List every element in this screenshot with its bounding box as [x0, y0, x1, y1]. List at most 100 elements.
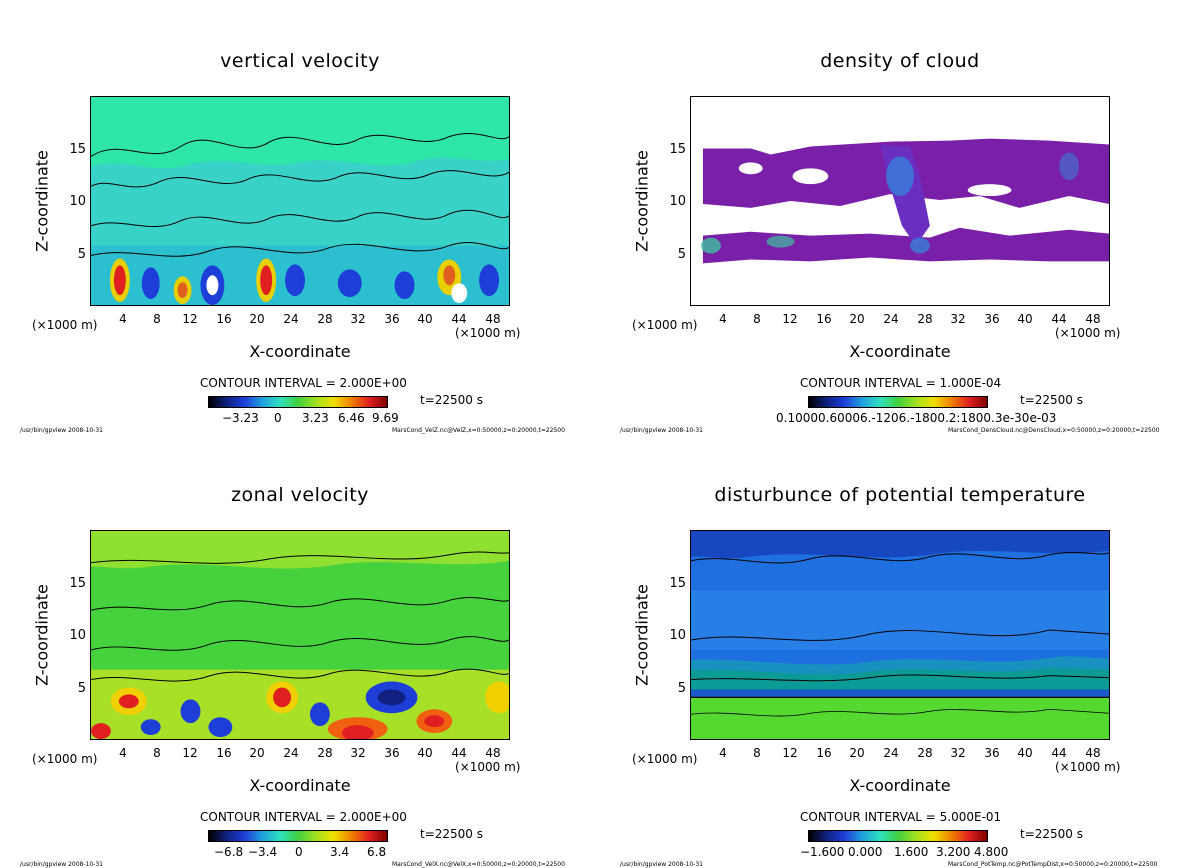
x-tick: 28 [317, 312, 333, 326]
x-tick: 48 [1085, 312, 1101, 326]
x-tick: 40 [417, 746, 433, 760]
contour-interval: CONTOUR INTERVAL = 2.000E+00 [200, 810, 407, 824]
x-tick: 36 [384, 746, 400, 760]
x-tick: 28 [317, 746, 333, 760]
x-tick: 48 [485, 312, 501, 326]
x-unit-left: (×1000 m) [32, 318, 98, 332]
x-tick: 24 [283, 746, 299, 760]
contour-interval: CONTOUR INTERVAL = 1.000E-04 [800, 376, 1002, 390]
x-tick: 32 [950, 746, 966, 760]
colorbar [208, 396, 388, 408]
x-tick: 4 [719, 312, 727, 326]
x-tick: 44 [451, 312, 467, 326]
x-unit-right: (×1000 m) [455, 760, 521, 774]
y-tick: 15 [69, 142, 86, 157]
x-unit-left: (×1000 m) [32, 752, 98, 766]
x-tick: 24 [283, 312, 299, 326]
y-axis-title: Z-coordinate [632, 584, 652, 686]
colorbar-label: 4.800 [974, 845, 1009, 859]
contour-interval: CONTOUR INTERVAL = 2.000E+00 [200, 376, 407, 390]
x-tick: 36 [984, 746, 1000, 760]
x-tick: 16 [216, 746, 232, 760]
heatmap-density-of-cloud [691, 97, 1109, 305]
y-tick: 10 [69, 628, 86, 643]
colorbar-label: 1.600 [894, 845, 929, 859]
x-tick: 40 [1017, 312, 1033, 326]
y-tick: 5 [677, 247, 686, 262]
colorbar-label: −6.8 [214, 845, 244, 859]
x-tick: 28 [917, 312, 933, 326]
colorbar-label: 0 [295, 845, 303, 859]
x-tick: 44 [1051, 312, 1067, 326]
x-tick: 16 [216, 312, 232, 326]
colorbar-label: 3.200 [936, 845, 971, 859]
colorbar-label: −3.23 [222, 411, 259, 425]
x-tick: 36 [984, 312, 1000, 326]
x-tick: 28 [917, 746, 933, 760]
y-axis-title: Z-coordinate [32, 150, 52, 252]
x-unit-right: (×1000 m) [1055, 326, 1121, 340]
colorbar-label: 0.000 [848, 845, 883, 859]
plot-area [690, 530, 1110, 740]
colorbar-label: 6.46 [338, 411, 365, 425]
footer-right: MarsCond_PotTemp.nc@PotTempDist,x=0:5000… [948, 861, 1158, 868]
x-tick: 24 [883, 312, 899, 326]
x-tick: 12 [182, 746, 198, 760]
y-tick: 15 [69, 576, 86, 591]
x-unit-right: (×1000 m) [455, 326, 521, 340]
y-axis-title: Z-coordinate [632, 150, 652, 252]
x-tick: 40 [417, 312, 433, 326]
x-tick: 24 [883, 746, 899, 760]
footer-left: /usr/bin/gpview 2008-10-31 [620, 427, 703, 434]
x-tick: 40 [1017, 746, 1033, 760]
panel-zonal-velocity: zonal velocity Z-coor [0, 434, 600, 868]
plot-area [90, 530, 510, 740]
x-tick: 20 [249, 746, 265, 760]
x-tick: 48 [1085, 746, 1101, 760]
x-tick: 16 [816, 312, 832, 326]
x-tick: 4 [119, 746, 127, 760]
chart-title: disturbunce of potential temperature [714, 484, 1086, 506]
heatmap-vertical-velocity [91, 97, 509, 305]
footer-left: /usr/bin/gpview 2008-10-31 [20, 861, 103, 868]
x-tick: 4 [119, 312, 127, 326]
x-unit-left: (×1000 m) [632, 318, 698, 332]
x-tick: 4 [719, 746, 727, 760]
y-tick: 15 [669, 142, 686, 157]
x-tick: 8 [153, 312, 161, 326]
footer-right: MarsCond_VelZ.nc@VelZ,x=0:50000,z=0:2000… [392, 427, 565, 434]
x-axis-title: X-coordinate [249, 342, 351, 361]
x-tick: 32 [950, 312, 966, 326]
plot-area [90, 96, 510, 306]
time-label: t=22500 s [420, 827, 483, 841]
colorbar-label: 0.10000.60006.-1206.-1800.2:1800.3e-30e-… [776, 411, 1057, 425]
x-tick: 44 [451, 746, 467, 760]
plot-area [690, 96, 1110, 306]
x-tick: 12 [782, 746, 798, 760]
colorbar-label: 0 [274, 411, 282, 425]
y-tick: 5 [677, 681, 686, 696]
time-label: t=22500 s [420, 393, 483, 407]
time-label: t=22500 s [1020, 827, 1083, 841]
x-unit-right: (×1000 m) [1055, 760, 1121, 774]
x-axis-title: X-coordinate [249, 776, 351, 795]
x-tick: 32 [350, 746, 366, 760]
colorbar-label: −1.600 [800, 845, 845, 859]
x-tick: 20 [249, 312, 265, 326]
x-tick: 20 [849, 312, 865, 326]
panel-density-of-cloud: density of cloud Z-coordinate 5 10 15 4 … [600, 0, 1200, 434]
footer-left: /usr/bin/gpview 2008-10-31 [20, 427, 103, 434]
colorbar-label: −3.4 [248, 845, 278, 859]
panel-vertical-velocity: vertical velocity Z-c [0, 0, 600, 434]
colorbar [808, 830, 988, 842]
heatmap-potential-temperature [691, 531, 1109, 739]
y-tick: 5 [77, 681, 86, 696]
y-tick: 5 [77, 247, 86, 262]
x-unit-left: (×1000 m) [632, 752, 698, 766]
footer-right: MarsCond_DensCloud.nc@DensCloud,x=0:5000… [948, 427, 1160, 434]
y-tick: 10 [669, 628, 686, 643]
colorbar [208, 830, 388, 842]
x-tick: 36 [384, 312, 400, 326]
x-tick: 8 [753, 312, 761, 326]
x-tick: 16 [816, 746, 832, 760]
